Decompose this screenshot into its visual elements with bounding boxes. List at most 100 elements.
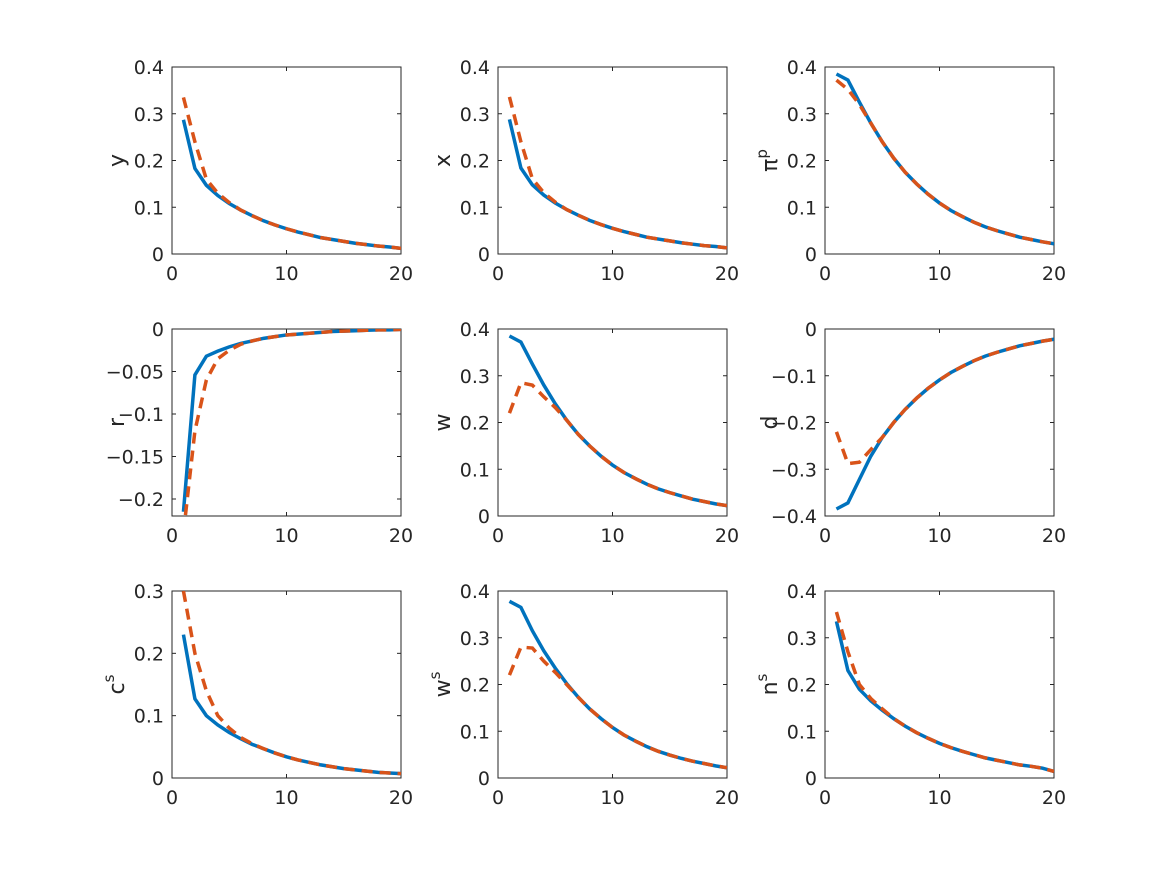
subplot: 0 10 20 0 0.1 0.2 0.3 cs bbox=[100, 581, 413, 809]
y-tick-label: 0.2 bbox=[134, 643, 164, 665]
y-tick-label: 0.3 bbox=[460, 104, 490, 126]
x-tick-label: 0 bbox=[166, 263, 178, 285]
y-tick-label: 0.2 bbox=[787, 151, 817, 173]
x-tick-label: 0 bbox=[819, 787, 831, 809]
y-tick-label: −0.2 bbox=[118, 489, 164, 511]
series-line bbox=[181, 591, 401, 776]
series-line bbox=[835, 78, 1054, 246]
x-tick-label: 0 bbox=[819, 525, 831, 547]
y-tick-label: 0 bbox=[152, 319, 164, 341]
y-axis-label-base: n bbox=[758, 681, 783, 695]
y-tick-label: 0.2 bbox=[460, 413, 490, 435]
series-line bbox=[507, 96, 727, 250]
series-line bbox=[834, 611, 1054, 774]
y-tick-label: −0.2 bbox=[771, 413, 817, 435]
x-tick-label: 0 bbox=[166, 525, 178, 547]
y-tick-label: 0.4 bbox=[787, 581, 817, 603]
x-tick-label: 10 bbox=[600, 787, 624, 809]
y-tick-label: 0 bbox=[805, 768, 817, 790]
axes-box bbox=[171, 66, 402, 255]
series-line bbox=[183, 329, 401, 516]
y-tick-label: 0.3 bbox=[134, 581, 164, 603]
y-axis-label: πp bbox=[753, 149, 783, 172]
y-tick-label: 0.3 bbox=[787, 104, 817, 126]
x-tick-label: 20 bbox=[389, 263, 413, 285]
y-tick-label: 0 bbox=[478, 244, 490, 266]
y-axis-label-base: c bbox=[105, 682, 130, 694]
y-axis-label-sup: s bbox=[100, 674, 118, 682]
y-axis-label-base: d bbox=[758, 416, 783, 430]
y-axis-label: ns bbox=[753, 673, 783, 695]
axes-box bbox=[497, 590, 728, 779]
axes-box bbox=[497, 328, 728, 517]
x-tick-label: 20 bbox=[1042, 525, 1066, 547]
y-tick-label: 0.2 bbox=[134, 151, 164, 173]
y-tick-label: 0.3 bbox=[134, 104, 164, 126]
y-tick-label: 0.1 bbox=[134, 706, 164, 728]
y-tick-label: 0.1 bbox=[787, 197, 817, 219]
y-tick-label: 0.3 bbox=[787, 628, 817, 650]
y-tick-label: −0.1 bbox=[118, 404, 164, 426]
y-tick-label: 0.3 bbox=[460, 366, 490, 388]
y-tick-label: 0.4 bbox=[787, 57, 817, 79]
y-tick-label: −0.4 bbox=[771, 506, 817, 528]
series-line bbox=[834, 337, 1054, 466]
x-tick-label: 10 bbox=[927, 787, 951, 809]
y-tick-label: 0.2 bbox=[460, 675, 490, 697]
y-axis-label-base: w bbox=[431, 414, 456, 432]
y-axis-label-base: r bbox=[105, 417, 130, 427]
x-tick-label: 10 bbox=[927, 263, 951, 285]
y-axis-label: d bbox=[758, 416, 783, 430]
axes-box bbox=[497, 66, 728, 255]
subplot: 0 10 20 −0.2 −0.15 −0.1 −0.05 0 r bbox=[105, 319, 413, 547]
y-tick-label: −0.3 bbox=[771, 459, 817, 481]
y-axis-label-sup: s bbox=[426, 671, 444, 679]
x-tick-label: 20 bbox=[715, 525, 739, 547]
subplot: 0 10 20 0 0.1 0.2 0.3 0.4 y bbox=[105, 57, 413, 285]
y-axis-label-base: π bbox=[758, 159, 783, 172]
x-tick-label: 10 bbox=[600, 263, 624, 285]
y-tick-label: −0.15 bbox=[106, 447, 164, 469]
y-axis-label-base: w bbox=[431, 679, 456, 697]
y-tick-label: 0.1 bbox=[460, 197, 490, 219]
y-tick-label: 0.4 bbox=[460, 57, 490, 79]
x-tick-label: 20 bbox=[1042, 787, 1066, 809]
x-tick-label: 20 bbox=[715, 263, 739, 285]
y-tick-label: 0 bbox=[805, 319, 817, 341]
subplot: 0 10 20 0 0.1 0.2 0.3 0.4 ns bbox=[753, 581, 1066, 809]
subplot: 0 10 20 0 0.1 0.2 0.3 0.4 x bbox=[431, 57, 739, 285]
x-tick-label: 10 bbox=[274, 525, 298, 547]
y-axis-label: y bbox=[105, 154, 130, 167]
axes-box bbox=[824, 590, 1055, 779]
y-axis-label: ws bbox=[426, 671, 456, 697]
y-tick-label: 0.1 bbox=[787, 721, 817, 743]
y-tick-label: 0.1 bbox=[134, 197, 164, 219]
x-tick-label: 20 bbox=[1042, 263, 1066, 285]
y-tick-label: 0 bbox=[478, 768, 490, 790]
y-tick-label: 0.4 bbox=[134, 57, 164, 79]
axes-box bbox=[824, 66, 1055, 255]
y-tick-label: 0.3 bbox=[460, 628, 490, 650]
x-tick-label: 10 bbox=[274, 263, 298, 285]
y-tick-label: 0 bbox=[152, 768, 164, 790]
y-tick-label: −0.05 bbox=[106, 362, 164, 384]
y-axis-label-base: x bbox=[431, 154, 456, 167]
y-axis-label-sup: s bbox=[753, 673, 771, 681]
axes-box bbox=[824, 328, 1055, 517]
x-tick-label: 0 bbox=[819, 263, 831, 285]
x-tick-label: 20 bbox=[389, 787, 413, 809]
subplot: 0 10 20 −0.4 −0.3 −0.2 −0.1 0 d bbox=[758, 319, 1066, 547]
x-tick-label: 0 bbox=[492, 525, 504, 547]
series-line bbox=[507, 645, 727, 770]
y-axis-label-base: y bbox=[105, 154, 130, 167]
y-axis-label: cs bbox=[100, 674, 130, 694]
y-tick-label: 0.1 bbox=[460, 459, 490, 481]
x-tick-label: 20 bbox=[389, 525, 413, 547]
axes-box bbox=[171, 590, 402, 779]
y-tick-label: −0.1 bbox=[771, 366, 817, 388]
y-tick-label: 0.2 bbox=[460, 151, 490, 173]
x-tick-label: 0 bbox=[492, 263, 504, 285]
axes-box bbox=[171, 328, 402, 517]
